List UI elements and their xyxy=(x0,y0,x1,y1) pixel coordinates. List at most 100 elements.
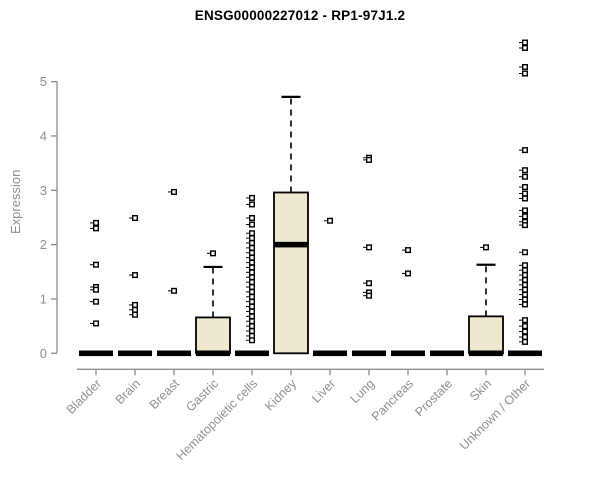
median-bar xyxy=(391,350,425,357)
median-bar xyxy=(235,350,269,357)
y-tick-label: 3 xyxy=(40,183,47,198)
outlier-point xyxy=(522,222,529,229)
outlier-point xyxy=(248,279,255,286)
outlier-point xyxy=(248,235,255,242)
outlier-point xyxy=(248,298,255,305)
box-rect xyxy=(195,316,231,355)
outlier-point xyxy=(366,280,373,287)
outlier-point xyxy=(522,267,529,274)
outlier-point xyxy=(92,261,99,268)
outlier-point xyxy=(248,308,255,315)
y-tick-label: 0 xyxy=(40,346,47,361)
outlier-point xyxy=(248,240,255,247)
outlier-point xyxy=(327,217,334,224)
outlier-point xyxy=(522,213,529,220)
outlier-point xyxy=(248,221,255,228)
outlier-point xyxy=(522,63,529,70)
outlier-point xyxy=(248,194,255,201)
outlier-point xyxy=(92,225,99,232)
box-rect xyxy=(468,315,504,355)
outlier-point xyxy=(522,39,529,46)
outlier-point xyxy=(522,323,529,330)
outlier-point xyxy=(522,291,529,298)
outlier-point xyxy=(522,207,529,214)
median-bar xyxy=(430,350,464,357)
outlier-point xyxy=(522,281,529,288)
outlier-point xyxy=(131,301,138,308)
outlier-point xyxy=(248,323,255,330)
outlier-point xyxy=(522,317,529,324)
box-unknown-other xyxy=(508,39,542,357)
box-bladder xyxy=(79,219,113,357)
x-category-label: Prostate xyxy=(412,376,455,419)
outlier-point xyxy=(405,270,412,277)
box-hematopoietic-cells xyxy=(235,194,269,357)
median-bar xyxy=(313,350,347,357)
outlier-point xyxy=(522,328,529,335)
outlier-point xyxy=(366,292,373,299)
outlier-point xyxy=(131,311,138,318)
outlier-point xyxy=(366,156,373,163)
y-tick-label: 1 xyxy=(40,291,47,306)
x-category-label: Breast xyxy=(147,376,183,412)
outlier-point xyxy=(522,190,529,197)
y-tick-label: 5 xyxy=(40,74,47,89)
x-category-label: Unknown / Other xyxy=(457,377,533,453)
outlier-point xyxy=(248,284,255,291)
outlier-point xyxy=(522,195,529,202)
box-liver xyxy=(313,217,347,357)
outlier-point xyxy=(92,219,99,226)
outlier-point xyxy=(522,286,529,293)
median-bar xyxy=(352,350,386,357)
y-tick-label: 2 xyxy=(40,237,47,252)
outlier-point xyxy=(522,184,529,191)
outlier-point xyxy=(522,296,529,303)
outlier-point xyxy=(248,313,255,320)
outlier-point xyxy=(248,328,255,335)
outlier-point xyxy=(522,301,529,308)
outlier-point xyxy=(131,306,138,313)
outlier-point xyxy=(248,274,255,281)
outlier-point xyxy=(522,249,529,256)
median-bar xyxy=(157,350,191,357)
outlier-point xyxy=(248,303,255,310)
box-kidney xyxy=(273,95,309,355)
outlier-point xyxy=(522,262,529,269)
outlier-point xyxy=(522,272,529,279)
outlier-point xyxy=(248,259,255,266)
outlier-point xyxy=(131,272,138,279)
median-bar xyxy=(79,350,113,357)
outlier-point xyxy=(248,201,255,208)
box-skin xyxy=(468,244,504,357)
x-category-label: Liver xyxy=(309,377,338,406)
outlier-point xyxy=(366,244,373,251)
outlier-point xyxy=(209,250,216,257)
x-category-label: Pancreas xyxy=(369,377,416,424)
x-category-label: Bladder xyxy=(64,377,104,417)
y-tick-label: 4 xyxy=(40,128,47,143)
outlier-point xyxy=(170,188,177,195)
x-category-label: Brain xyxy=(113,376,144,407)
box-prostate xyxy=(430,350,464,357)
box-pancreas xyxy=(391,247,425,357)
outlier-point xyxy=(248,337,255,344)
x-category-label: Gastric xyxy=(183,377,221,415)
box-gastric xyxy=(195,250,231,357)
median-bar xyxy=(469,350,503,357)
median-bar xyxy=(274,241,308,248)
box-lung xyxy=(352,154,386,357)
outlier-point xyxy=(522,167,529,174)
outlier-point xyxy=(483,244,490,251)
outlier-point xyxy=(248,254,255,261)
outlier-point xyxy=(170,287,177,294)
y-axis: 0 1 2 3 4 5 xyxy=(40,74,58,361)
chart-title: ENSG00000227012 - RP1-97J1.2 xyxy=(194,8,406,23)
outlier-point xyxy=(522,276,529,283)
x-category-label: Lung xyxy=(348,376,378,406)
outlier-point xyxy=(522,44,529,51)
box-rect xyxy=(273,191,309,355)
outlier-point xyxy=(248,318,255,325)
outlier-point xyxy=(248,264,255,271)
outlier-point xyxy=(405,247,412,254)
